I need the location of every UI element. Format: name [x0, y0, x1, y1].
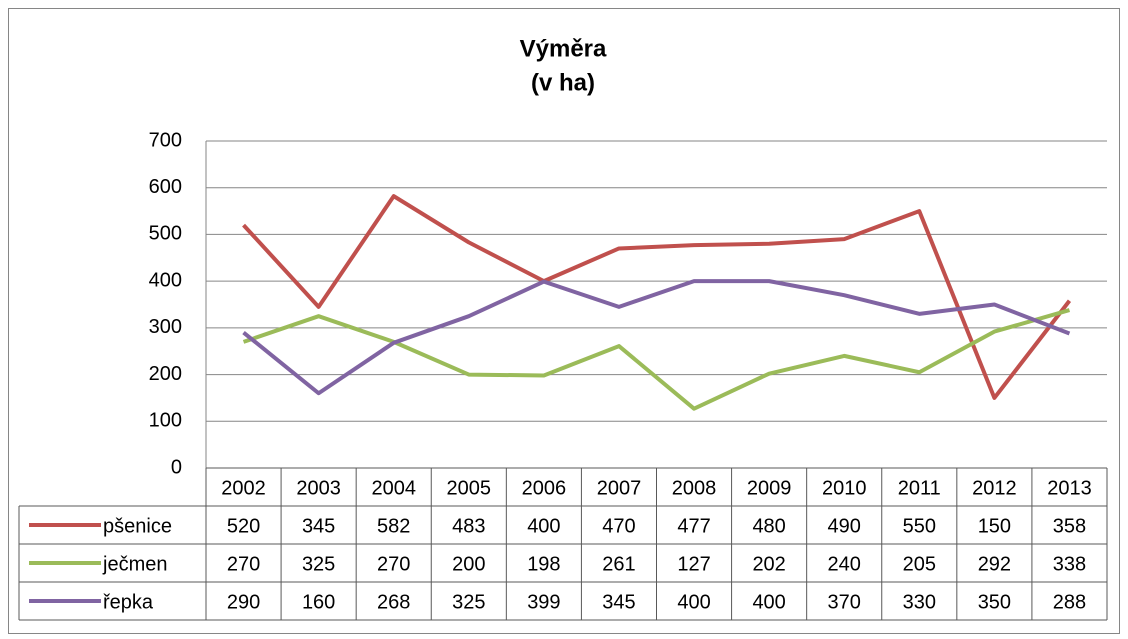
table-value: 292: [978, 553, 1011, 575]
table-value: 290: [227, 591, 260, 613]
table-value: 345: [302, 515, 335, 537]
table-value: 400: [527, 515, 560, 537]
table-value: 490: [828, 515, 861, 537]
y-tick-label: 300: [149, 316, 182, 338]
table-value: 261: [602, 553, 635, 575]
table-value: 325: [302, 553, 335, 575]
y-tick-label: 600: [149, 176, 182, 198]
table-value: 477: [677, 515, 710, 537]
y-tick-label: 100: [149, 410, 182, 432]
table-value: 582: [377, 515, 410, 537]
table-value: 400: [752, 591, 785, 613]
table-value: 268: [377, 591, 410, 613]
table-value: 358: [1053, 515, 1086, 537]
table-value: 325: [452, 591, 485, 613]
table-value: 198: [527, 553, 560, 575]
legend-label: řepka: [103, 591, 154, 613]
table-value: 345: [602, 591, 635, 613]
table-value: 205: [903, 553, 936, 575]
x-tick-label: 2003: [296, 477, 341, 499]
table-value: 399: [527, 591, 560, 613]
x-tick-label: 2004: [371, 477, 416, 499]
y-tick-label: 700: [149, 129, 182, 151]
x-tick-label: 2013: [1047, 477, 1092, 499]
legend-label: ječmen: [102, 553, 167, 575]
table-value: 200: [452, 553, 485, 575]
chart-border: [8, 8, 1120, 634]
table-value: 160: [302, 591, 335, 613]
x-tick-label: 2010: [822, 477, 867, 499]
x-tick-label: 2002: [221, 477, 266, 499]
legend-label: pšenice: [103, 515, 172, 537]
x-tick-label: 2005: [447, 477, 492, 499]
table-value: 338: [1053, 553, 1086, 575]
table-value: 240: [828, 553, 861, 575]
table-value: 520: [227, 515, 260, 537]
table-value: 127: [677, 553, 710, 575]
table-value: 330: [903, 591, 936, 613]
table-value: 483: [452, 515, 485, 537]
table-value: 150: [978, 515, 1011, 537]
table-value: 270: [227, 553, 260, 575]
table-value: 400: [677, 591, 710, 613]
x-tick-label: 2009: [747, 477, 792, 499]
x-tick-label: 2008: [672, 477, 717, 499]
table-value: 550: [903, 515, 936, 537]
table-value: 370: [828, 591, 861, 613]
table-value: 288: [1053, 591, 1086, 613]
table-value: 202: [752, 553, 785, 575]
table-value: 480: [752, 515, 785, 537]
table-value: 350: [978, 591, 1011, 613]
y-tick-label: 500: [149, 223, 182, 245]
y-tick-label: 400: [149, 269, 182, 291]
x-tick-label: 2006: [522, 477, 567, 499]
y-tick-label: 0: [171, 456, 182, 478]
series-line: [242, 279, 1071, 396]
chart-title: Výměra: [520, 35, 607, 62]
y-tick-label: 200: [149, 363, 182, 385]
series-line: [242, 194, 1072, 400]
x-tick-label: 2011: [898, 477, 941, 499]
series-line: [242, 308, 1071, 411]
table-value: 470: [602, 515, 635, 537]
x-tick-label: 2012: [972, 477, 1017, 499]
x-tick-label: 2007: [597, 477, 642, 499]
chart-subtitle: (v ha): [531, 69, 595, 96]
table-value: 270: [377, 553, 410, 575]
